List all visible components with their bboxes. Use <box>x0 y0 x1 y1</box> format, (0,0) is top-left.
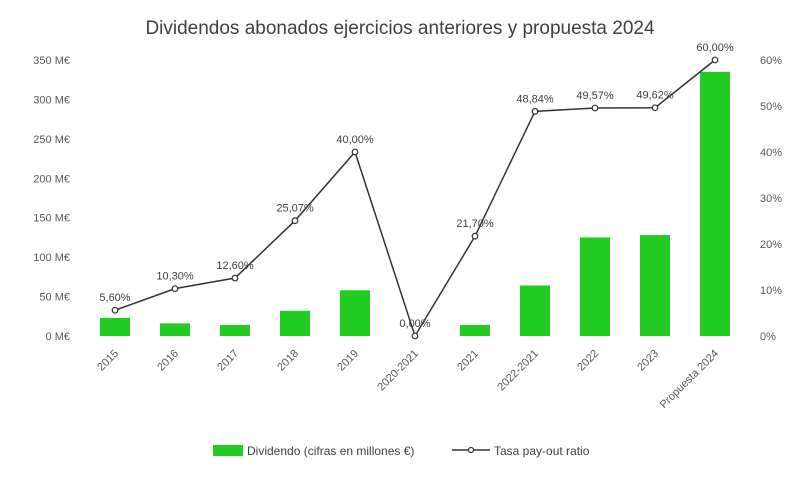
line-point <box>171 285 179 293</box>
data-label: 10,30% <box>156 271 194 283</box>
bar <box>160 323 190 336</box>
y-left-tick-label: 100 M€ <box>33 252 70 264</box>
x-tick-label: 2018 <box>275 348 301 374</box>
line-point <box>651 104 659 112</box>
x-tick-label: 2016 <box>155 348 181 374</box>
x-tick-label: 2015 <box>95 348 121 374</box>
y-left-tick-label: 150 M€ <box>33 213 70 225</box>
data-label: 0,00% <box>399 318 430 330</box>
bar <box>520 285 550 336</box>
left-axis: 0 M€ 50 M€ 100 M€ 150 M€ 200 M€ 250 M€ 300 M€ 3… <box>33 55 70 343</box>
bar <box>220 324 250 336</box>
y-left-tick-label: 250 M€ <box>33 134 70 146</box>
x-tick-label: 2021 <box>455 348 481 374</box>
chart-title: Dividendos abonados ejercicios anteriore… <box>145 18 655 39</box>
legend: Dividendo (cifras en millones €) Tasa pa… <box>213 444 590 458</box>
line-point <box>471 232 479 240</box>
line-point <box>411 332 419 340</box>
y-left-tick-label: 50 M€ <box>39 292 70 304</box>
legend-swatch-marker <box>467 446 475 454</box>
bar <box>700 71 730 336</box>
bar <box>580 237 610 336</box>
y-right-tick-label: 60% <box>760 55 782 67</box>
x-tick-label: 2022 <box>575 348 601 374</box>
legend-label-line: Tasa pay-out ratio <box>494 444 590 458</box>
y-right-tick-label: 10% <box>760 285 782 297</box>
bar-series <box>100 71 730 336</box>
y-right-tick-label: 0% <box>760 331 776 343</box>
x-axis: 2015 2016 2017 2018 2019 2020-2021 2021 2022-20… <box>95 348 721 411</box>
data-label: 21,70% <box>456 218 494 230</box>
line-point <box>591 104 599 112</box>
data-label: 12,60% <box>216 260 254 272</box>
line-series: 5,60% 10,30% 12,60% 25,07% 40,00% 0,00% 21,70%… <box>99 42 734 340</box>
bar <box>340 290 370 336</box>
line-point <box>111 306 119 314</box>
data-label: 49,57% <box>576 90 614 102</box>
line-point <box>531 107 539 115</box>
y-left-tick-label: 200 M€ <box>33 173 70 185</box>
right-axis: 0% 10% 20% 30% 40% 50% 60% <box>760 55 782 343</box>
x-tick-label: 2023 <box>635 348 661 374</box>
y-right-tick-label: 30% <box>760 193 782 205</box>
line-point <box>231 274 239 282</box>
data-label: 5,60% <box>99 292 130 304</box>
data-label: 60,00% <box>696 42 734 54</box>
y-left-tick-label: 300 M€ <box>33 94 70 106</box>
data-label: 48,84% <box>516 93 554 105</box>
legend-label-bar: Dividendo (cifras en millones €) <box>247 444 414 458</box>
line-point <box>351 148 359 156</box>
x-tick-label: 2017 <box>215 348 241 374</box>
bar <box>640 235 670 336</box>
x-tick-label: 2019 <box>335 348 361 374</box>
data-label: 49,62% <box>636 90 674 102</box>
data-label: 25,07% <box>276 203 314 215</box>
x-tick-label: 2020-2021 <box>375 348 421 394</box>
x-tick-label: Propuesta 2024 <box>658 348 721 411</box>
y-right-tick-label: 50% <box>760 101 782 113</box>
bar <box>100 317 130 336</box>
bar <box>460 324 490 336</box>
y-left-tick-label: 0 M€ <box>46 331 70 343</box>
data-label: 40,00% <box>336 134 374 146</box>
x-tick-label: 2022-2021 <box>495 348 541 394</box>
series-line <box>114 59 716 338</box>
legend-swatch-bar <box>213 445 243 456</box>
y-right-tick-label: 20% <box>760 239 782 251</box>
line-point <box>711 56 719 64</box>
y-left-tick-label: 350 M€ <box>33 55 70 67</box>
line-point <box>291 217 299 225</box>
bar <box>280 310 310 336</box>
y-right-tick-label: 40% <box>760 147 782 159</box>
